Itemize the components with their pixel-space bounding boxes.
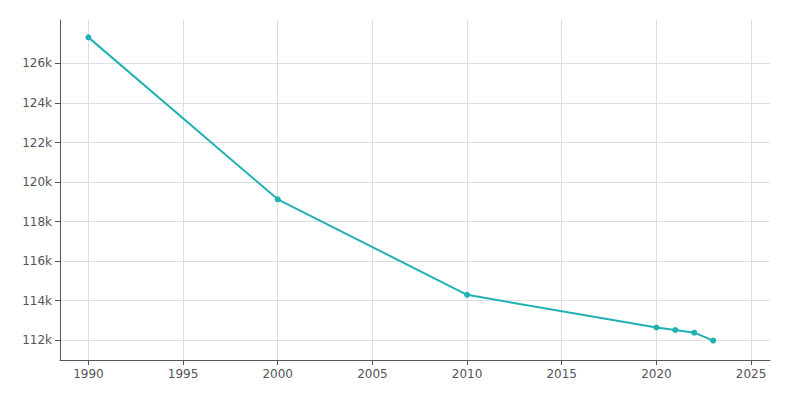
svg-text:1990: 1990 [73, 367, 104, 381]
svg-text:116k: 116k [22, 254, 52, 268]
svg-text:2000: 2000 [262, 367, 293, 381]
svg-text:2005: 2005 [357, 367, 388, 381]
svg-text:122k: 122k [22, 136, 52, 150]
svg-text:2020: 2020 [641, 367, 672, 381]
svg-text:114k: 114k [22, 294, 52, 308]
svg-text:118k: 118k [22, 215, 52, 229]
svg-text:124k: 124k [22, 96, 52, 110]
svg-text:112k: 112k [22, 333, 52, 347]
svg-text:2025: 2025 [736, 367, 767, 381]
svg-text:2015: 2015 [546, 367, 577, 381]
svg-text:1995: 1995 [168, 367, 199, 381]
svg-text:126k: 126k [22, 56, 52, 70]
svg-text:120k: 120k [22, 175, 52, 189]
svg-text:2010: 2010 [452, 367, 483, 381]
